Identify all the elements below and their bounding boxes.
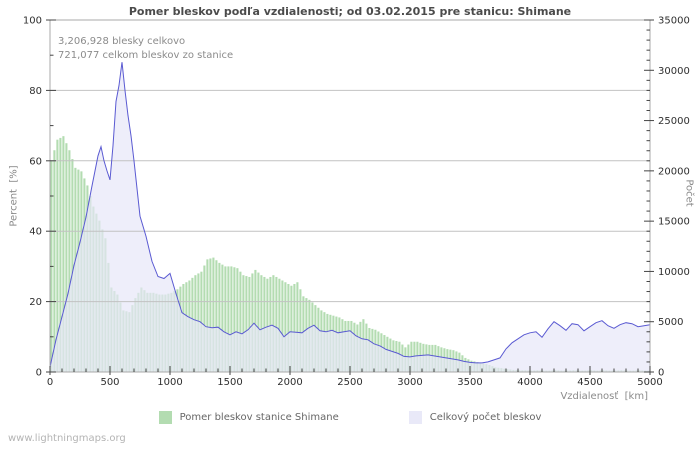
x-tick-label: 1000 (157, 377, 182, 388)
ratio-bar (248, 276, 251, 372)
annotation-station-lightning: 721,077 celkom bleskov zo stanice (58, 50, 234, 61)
right-tick-label: 10000 (658, 267, 690, 278)
annotation-total-lightning: 3,206,928 blesky celkovo (58, 36, 186, 47)
ratio-bar (218, 262, 221, 372)
ratio-bar (263, 276, 266, 372)
ratio-bar (266, 278, 269, 372)
legend-swatch-lavender (408, 411, 422, 424)
ratio-bar (230, 266, 233, 372)
ratio-bar (68, 150, 71, 372)
ratio-bar (212, 257, 215, 372)
x-tick-label: 4500 (577, 377, 602, 388)
x-tick-label: 2500 (337, 377, 362, 388)
ratio-bar (287, 284, 290, 372)
left-tick-label: 0 (36, 368, 42, 379)
left-axis-title: Percent [%] (8, 165, 20, 227)
watermark: www.lightningmaps.org (8, 433, 126, 444)
chart-title: Pomer bleskov podľa vzdialenosti; od 03.… (128, 5, 572, 18)
ratio-bar (53, 150, 56, 372)
ratio-bar (290, 285, 293, 372)
x-tick-label: 4000 (517, 377, 542, 388)
ratio-bar (221, 264, 224, 372)
right-tick-label: 0 (658, 368, 664, 379)
ratio-bar (233, 267, 236, 372)
x-tick-label: 3000 (397, 377, 422, 388)
ratio-bar (200, 271, 203, 372)
ratio-bar (260, 275, 263, 372)
ratio-bar (65, 143, 68, 372)
ratio-bar (236, 268, 239, 372)
right-tick-label: 35000 (658, 16, 690, 27)
ratio-bar (206, 259, 209, 372)
ratio-bar (245, 276, 248, 372)
x-tick-label: 0 (47, 377, 53, 388)
x-tick-label: 500 (100, 377, 119, 388)
right-tick-label: 25000 (658, 116, 690, 127)
x-tick-label: 2000 (277, 377, 302, 388)
ratio-bar (227, 266, 230, 372)
ratio-bar (278, 278, 281, 372)
right-tick-label: 30000 (658, 66, 690, 77)
ratio-bar (293, 284, 296, 372)
x-axis-title: Vzdialenosť [km] (560, 391, 648, 402)
left-tick-label: 80 (29, 86, 42, 97)
ratio-bar (242, 275, 245, 372)
left-tick-label: 60 (29, 156, 42, 167)
ratio-bar (215, 260, 218, 372)
count-area (50, 62, 650, 372)
ratio-bar (71, 159, 74, 372)
right-tick-label: 5000 (658, 317, 683, 328)
right-tick-label: 15000 (658, 217, 690, 228)
ratio-bar (275, 276, 278, 372)
ratio-bar (272, 275, 275, 372)
x-tick-label: 1500 (217, 377, 242, 388)
ratio-bar (257, 272, 260, 372)
ratio-bar (251, 273, 254, 372)
left-tick-label: 20 (29, 297, 42, 308)
ratio-bar (281, 280, 284, 372)
count-line (49, 62, 651, 368)
ratio-bar (299, 289, 302, 372)
ratio-bar (224, 266, 227, 372)
legend-item-total-count: Celkový počet bleskov (408, 411, 542, 424)
ratio-bar (296, 282, 299, 372)
right-axis-title: Počet (683, 179, 695, 207)
annotation-block: 3,206,928 blesky celkovo 721,077 celkom … (58, 35, 233, 63)
ratio-bar (203, 265, 206, 372)
right-tick-label: 20000 (658, 166, 690, 177)
legend-swatch-green (158, 411, 172, 424)
left-tick-label: 40 (29, 227, 42, 238)
ratio-bar (239, 271, 242, 372)
legend-item-station-ratio: Pomer bleskov stanice Shimane (158, 411, 339, 424)
ratio-bar (56, 139, 59, 372)
x-tick-label: 3500 (457, 377, 482, 388)
left-tick-label: 100 (23, 16, 42, 27)
ratio-bar (62, 136, 65, 372)
ratio-bar (284, 282, 287, 372)
ratio-bar (209, 258, 212, 372)
legend-label-total-count: Celkový počet bleskov (429, 412, 542, 423)
ratio-bar (269, 276, 272, 372)
legend: Pomer bleskov stanice Shimane Celkový po… (0, 411, 700, 424)
x-tick-label: 5000 (637, 377, 662, 388)
ratio-bar (59, 137, 62, 372)
legend-label-station-ratio: Pomer bleskov stanice Shimane (179, 412, 339, 423)
ratio-bar (254, 269, 257, 372)
